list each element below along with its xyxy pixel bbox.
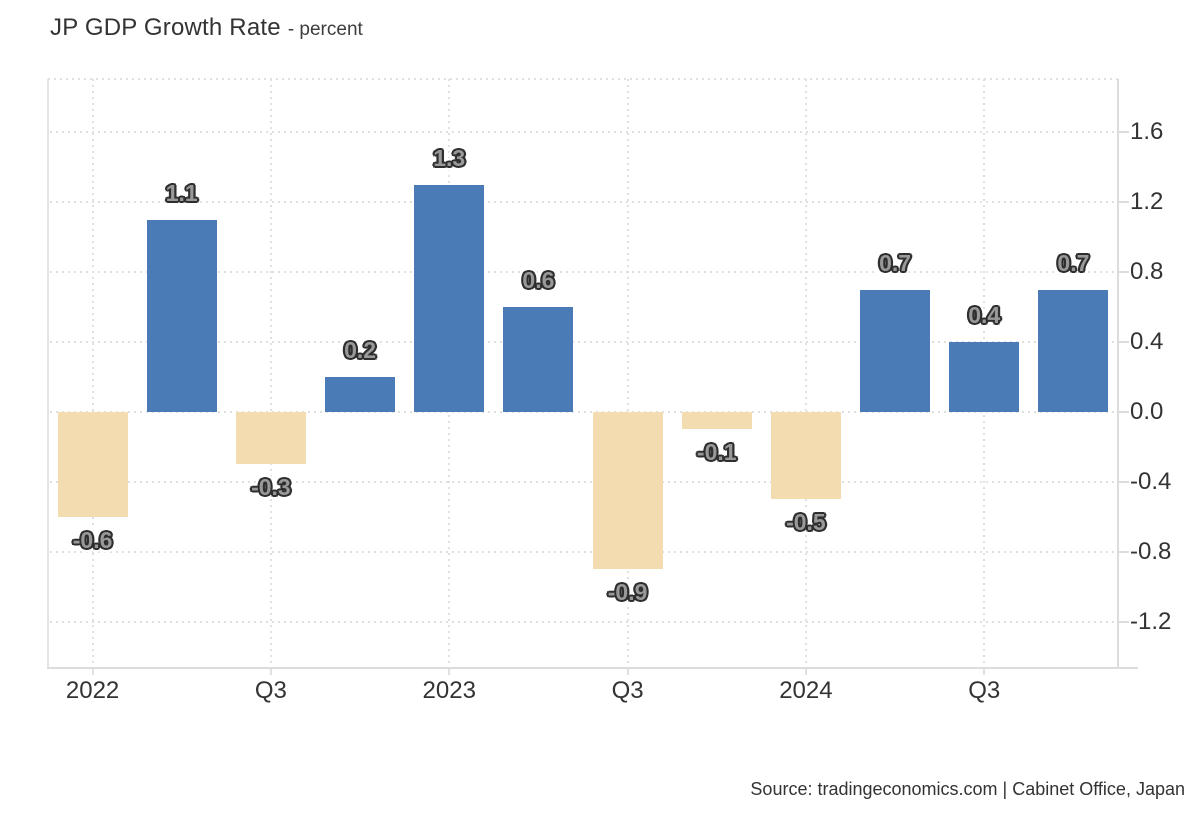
- x-tick-mark: [91, 668, 94, 675]
- chart-title: JP GDP Growth Rate: [50, 14, 281, 41]
- bar-value-label: 0.4: [968, 302, 1001, 328]
- x-tick-mark: [448, 668, 451, 675]
- x-axis-line: [47, 667, 1138, 669]
- chart-header: JP GDP Growth Rate - percent: [50, 14, 363, 42]
- y-tick-mark: [1118, 271, 1129, 273]
- x-tick-mark: [804, 668, 807, 675]
- bar-value-label: 1.3: [433, 144, 466, 171]
- bar-2024-q2[interactable]: [860, 289, 931, 412]
- y-axis-label: -0.4: [1130, 467, 1172, 495]
- bar-2024-q1[interactable]: [770, 411, 841, 500]
- x-axis-label: 2023: [422, 677, 476, 704]
- x-tick-mark: [269, 668, 272, 675]
- gridline-h-1.2: [50, 201, 1118, 203]
- bar-2022-q2[interactable]: [146, 219, 217, 412]
- bar-2022-q4[interactable]: [325, 376, 396, 412]
- bar-value-label: -0.9: [607, 579, 648, 606]
- bar-value-label: -0.6: [72, 526, 113, 553]
- gridline-v-Q3: [626, 79, 629, 668]
- x-tick-mark: [626, 668, 629, 675]
- y-axis-label: -0.8: [1130, 537, 1172, 565]
- x-axis-label: Q3: [968, 677, 1001, 704]
- y-axis-label: -1.2: [1130, 607, 1172, 635]
- y-axis-label: 0.4: [1130, 328, 1164, 355]
- y-axis-label: 1.6: [1130, 118, 1164, 146]
- bar-value-label: 0.7: [879, 249, 912, 276]
- gridline-h--0.8: [50, 550, 1118, 553]
- bar-2024-q3[interactable]: [949, 342, 1020, 412]
- x-axis-label: Q3: [254, 677, 287, 704]
- x-axis-label: 2022: [65, 677, 120, 704]
- y-tick-mark: [1118, 480, 1129, 483]
- y-tick-mark: [1118, 201, 1129, 203]
- bar-2023-q2[interactable]: [503, 307, 574, 412]
- bar-2022-q3[interactable]: [235, 411, 306, 465]
- y-tick-mark: [1118, 620, 1129, 623]
- y-tick-mark: [1118, 550, 1129, 553]
- x-tick-mark: [983, 668, 986, 675]
- bar-value-label: 0.6: [522, 267, 555, 293]
- plot-border-top: [48, 78, 1118, 80]
- gridline-h--0.4: [50, 480, 1118, 483]
- y-axis-label: 0.0: [1130, 397, 1164, 425]
- gridline-h-0.0: [50, 410, 1118, 413]
- bar-value-label: -0.3: [251, 474, 291, 501]
- gridline-h-1.6: [50, 131, 1118, 134]
- source-attribution: Source: tradingeconomics.com | Cabinet O…: [750, 779, 1185, 799]
- bar-value-label: 0.2: [344, 336, 377, 363]
- bar-value-label: 1.1: [165, 179, 198, 206]
- x-axis-label: Q3: [611, 677, 644, 704]
- chart-subtitle: - percent: [287, 19, 363, 40]
- bar-value-label: -0.5: [786, 509, 826, 536]
- y-tick-mark: [1118, 410, 1129, 413]
- gridline-v-2022: [91, 79, 94, 668]
- gridline-v-Q3: [269, 79, 272, 668]
- gridline-v-2024: [804, 79, 807, 668]
- y-axis-label: 0.8: [1130, 258, 1164, 285]
- bar-value-label: 0.7: [1057, 249, 1090, 276]
- y-axis-label: 1.2: [1130, 188, 1164, 215]
- gridline-h--1.2: [50, 620, 1118, 623]
- plot-border-left: [47, 79, 49, 668]
- bar-value-label: -0.1: [696, 439, 737, 466]
- bar-2022-q1[interactable]: [57, 411, 128, 517]
- gridline-h-0.4: [50, 341, 1118, 343]
- bar-2023-q1[interactable]: [414, 184, 485, 412]
- y-axis-line: [1117, 79, 1119, 668]
- bar-2023-q4[interactable]: [681, 411, 752, 430]
- bar-2023-q3[interactable]: [592, 411, 663, 570]
- y-tick-mark: [1118, 131, 1129, 134]
- x-axis-label: 2024: [779, 677, 833, 704]
- gridline-h-0.8: [50, 271, 1118, 273]
- bar-2024-q4[interactable]: [1038, 289, 1109, 412]
- y-tick-mark: [1118, 341, 1129, 343]
